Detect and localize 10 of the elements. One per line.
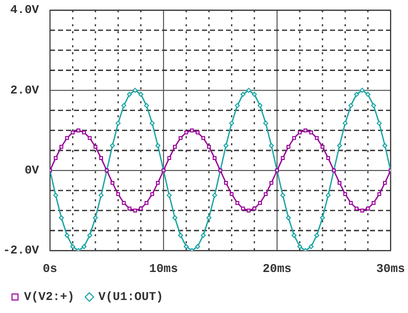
x-tick-label: 0s <box>42 262 58 276</box>
x-tick-label: 30ms <box>376 262 406 276</box>
y-tick-label: 2.0V <box>10 83 40 98</box>
x-tick-label: 10ms <box>149 262 178 276</box>
legend-label: V(U1:OUT) <box>98 290 164 304</box>
y-tick-label: -2.0V <box>2 244 40 258</box>
y-tick-label: 0V <box>24 163 40 178</box>
x-tick-label: 20ms <box>262 262 292 276</box>
legend-label: V(V2:+) <box>24 290 74 304</box>
y-tick-label: 4.0V <box>10 3 40 18</box>
